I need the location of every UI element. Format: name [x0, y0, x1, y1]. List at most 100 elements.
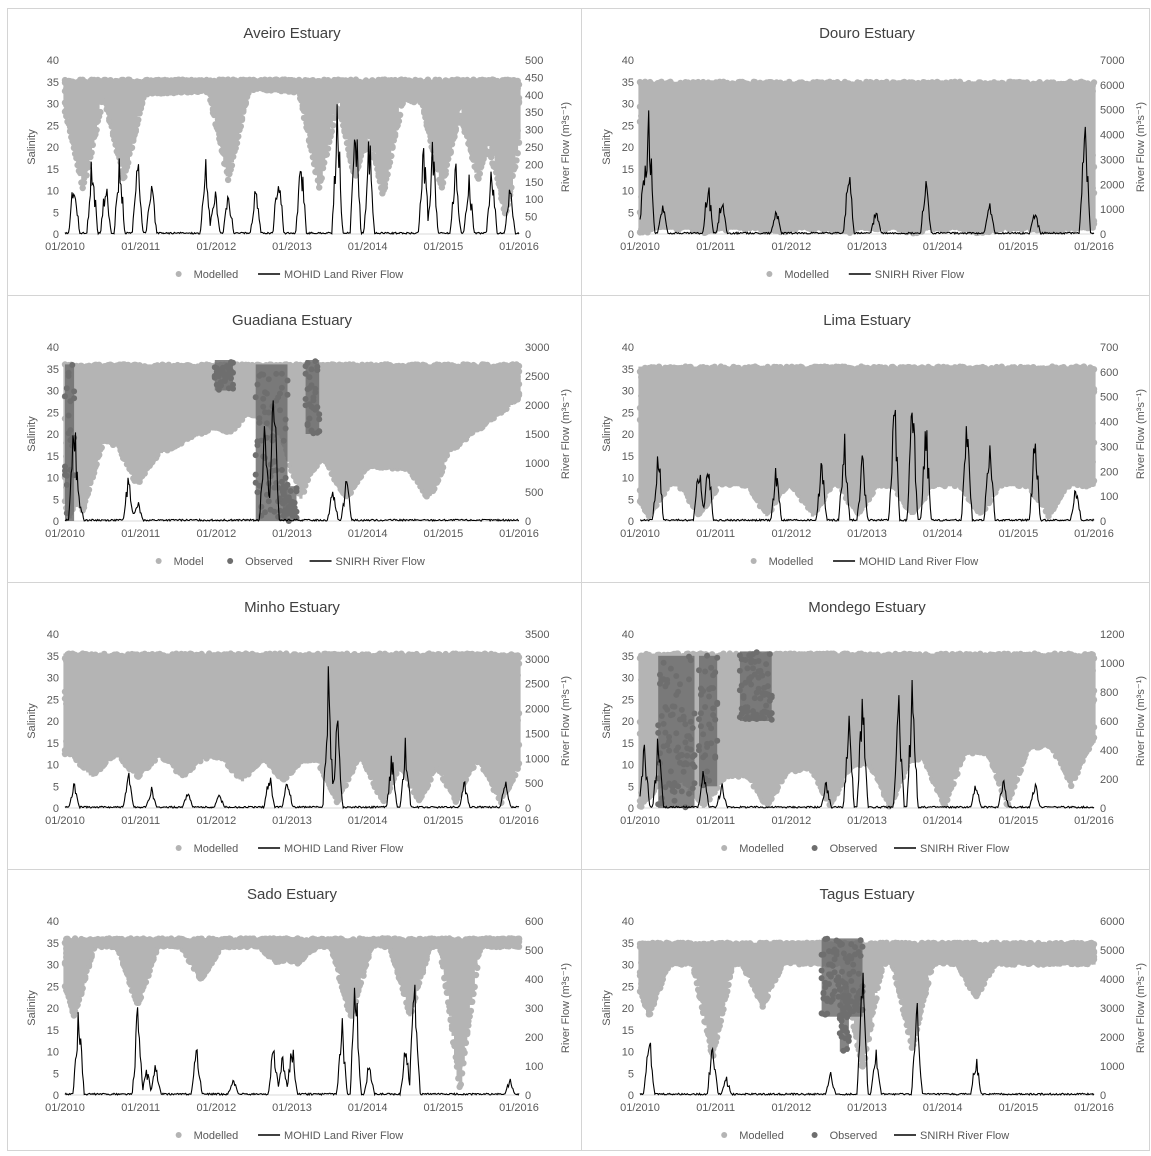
y-tick-label: 5: [628, 207, 634, 219]
y2-tick-label: 1500: [525, 429, 549, 441]
x-tick-label: 01/2016: [499, 528, 539, 540]
y2-tick-label: 0: [525, 229, 531, 241]
y2-tick-label: 1000: [1100, 204, 1124, 216]
legend-dot-swatch: [176, 271, 182, 277]
x-tick-label: 01/2015: [423, 241, 463, 253]
x-tick-label: 01/2010: [620, 241, 660, 253]
y2-tick-label: 2000: [525, 400, 549, 412]
y-tick-label: 5: [53, 494, 59, 506]
y2-tick-label: 0: [525, 516, 531, 528]
y-tick-label: 20: [47, 142, 59, 154]
y2-tick-label: 3000: [525, 342, 549, 354]
x-tick-label: 01/2011: [121, 528, 160, 540]
y-tick-label: 10: [47, 473, 59, 485]
modelled-series: [637, 79, 1097, 237]
modelled-point: [225, 177, 231, 183]
y-tick-label: 25: [47, 120, 59, 132]
y-tick-label: 10: [622, 186, 634, 198]
y2-tick-label: 450: [525, 72, 543, 84]
modelled-band: [517, 80, 520, 140]
y2-tick-label: 2500: [525, 371, 549, 383]
y-tick-label: 30: [622, 99, 634, 111]
y2-axis-label: River Flow (m³s⁻¹): [560, 389, 572, 479]
legend-label: MOHID Land River Flow: [284, 269, 403, 281]
y-tick-label: 10: [47, 186, 59, 198]
x-tick-label: 01/2015: [423, 528, 463, 540]
x-tick-label: 01/2014: [923, 241, 963, 253]
legend-label: Modelled: [194, 269, 239, 281]
y2-tick-label: 7000: [1100, 55, 1124, 67]
y-tick-label: 25: [47, 407, 59, 419]
y2-tick-label: 0: [1100, 229, 1106, 241]
x-tick-label: 01/2016: [1074, 241, 1114, 253]
y2-tick-label: 250: [525, 142, 543, 154]
chart-title: Aveiro Estuary: [243, 25, 341, 42]
x-tick-label: 01/2011: [696, 241, 735, 253]
y2-tick-label: 200: [525, 159, 543, 171]
y-tick-label: 40: [622, 55, 634, 67]
x-tick-label: 01/2014: [348, 241, 388, 253]
y2-axis-label: River Flow (m³s⁻¹): [560, 102, 572, 192]
x-tick-label: 01/2013: [272, 241, 312, 253]
legend-item: Modelled: [176, 269, 239, 281]
x-tick-label: 01/2013: [847, 241, 887, 253]
y-tick-label: 15: [47, 451, 59, 463]
legend-label: SNIRH River Flow: [875, 269, 964, 281]
y2-tick-label: 350: [525, 107, 543, 119]
y2-tick-label: 500: [525, 487, 543, 499]
y-tick-label: 0: [53, 516, 59, 528]
chart-svg: Douro Estuary 0 5 10 15 20 25 30 35 40 0 1000 2000 30…: [582, 8, 1151, 295]
y-tick-label: 5: [53, 207, 59, 219]
y2-tick-label: 150: [525, 177, 543, 189]
legend-label: Modelled: [784, 269, 829, 281]
y-tick-label: 25: [622, 120, 634, 132]
y2-tick-label: 2000: [1100, 179, 1124, 191]
x-tick-label: 01/2010: [45, 241, 85, 253]
x-tick-label: 01/2012: [196, 528, 236, 540]
x-tick-label: 01/2010: [45, 528, 85, 540]
chart-title: Douro Estuary: [819, 25, 915, 42]
legend-dot-swatch: [766, 271, 772, 277]
y2-tick-label: 1000: [525, 458, 549, 470]
y-tick-label: 20: [47, 429, 59, 441]
chart-title: Guadiana Estuary: [232, 312, 353, 329]
y-tick-label: 15: [622, 164, 634, 176]
y2-tick-label: 300: [525, 125, 543, 137]
x-tick-label: 01/2014: [348, 528, 388, 540]
y2-tick-label: 100: [525, 194, 543, 206]
y2-tick-label: 50: [525, 212, 537, 224]
y-axis-label: Salinity: [26, 129, 38, 165]
legend-item: MOHID Land River Flow: [258, 269, 403, 281]
y-tick-label: 0: [53, 229, 59, 241]
x-tick-label: 01/2012: [196, 241, 236, 253]
chart-svg: Aveiro Estuary05101520253035400501001502…: [7, 8, 581, 295]
y-tick-label: 40: [47, 55, 59, 67]
y-tick-label: 35: [622, 77, 634, 89]
legend-item: SNIRH River Flow: [849, 269, 964, 281]
y2-tick-label: 400: [525, 90, 543, 102]
y-tick-label: 30: [47, 99, 59, 111]
x-tick-label: 01/2013: [272, 528, 312, 540]
x-tick-label: 01/2015: [998, 241, 1038, 253]
legend-item: Modelled: [766, 269, 829, 281]
y-axis-label: Salinity: [601, 129, 613, 165]
y2-axis-label: River Flow (m³s⁻¹): [1135, 102, 1147, 192]
y2-tick-label: 5000: [1100, 105, 1124, 117]
y2-tick-label: 3000: [1100, 154, 1124, 166]
chart-svg: Guadiana Estuary051015202530354005001000…: [7, 295, 581, 582]
y-tick-label: 30: [47, 386, 59, 398]
x-tick-label: 01/2012: [771, 241, 811, 253]
y-tick-label: 20: [622, 142, 634, 154]
modelled-band: [1092, 82, 1095, 230]
x-tick-label: 01/2011: [121, 241, 160, 253]
y-axis-label: Salinity: [26, 416, 38, 452]
y-tick-label: 0: [628, 229, 634, 241]
chart-panel-2: Douro Estuary 0 5 10 15 20 25 30 35 40 0 1000 2000 30…: [582, 8, 1151, 295]
y2-tick-label: 6000: [1100, 80, 1124, 92]
y2-tick-label: 500: [525, 55, 543, 67]
modelled-series: [62, 76, 522, 216]
y-tick-label: 35: [47, 77, 59, 89]
